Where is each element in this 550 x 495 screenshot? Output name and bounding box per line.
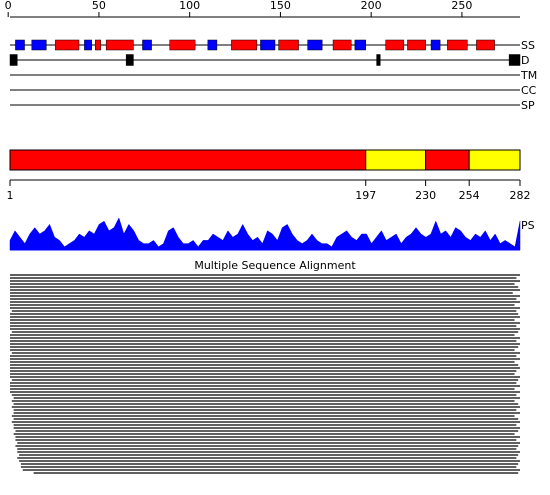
ss-element — [332, 39, 352, 51]
ruler-label: 200 — [361, 0, 382, 12]
disorder-block — [376, 54, 381, 66]
ss-element — [430, 39, 441, 51]
ruler-label: 150 — [270, 0, 291, 12]
ruler-label: 250 — [451, 0, 472, 12]
ss-element — [407, 39, 426, 51]
track-label: TM — [520, 69, 537, 82]
domain-label: 1 — [7, 189, 14, 202]
ss-element — [207, 39, 218, 51]
domain-segment — [9, 149, 367, 171]
ss-element — [169, 39, 196, 51]
disorder-block — [125, 54, 134, 66]
ruler-label: 100 — [179, 0, 200, 12]
track-label: SS — [521, 39, 535, 52]
domain-label: 254 — [459, 189, 480, 202]
ps-label: PS — [521, 219, 535, 232]
ss-element — [307, 39, 323, 51]
ss-element — [260, 39, 276, 51]
track-label: D — [521, 54, 529, 67]
ss-element — [105, 39, 134, 51]
domain-segment — [365, 149, 427, 171]
ps-area — [9, 217, 521, 251]
ss-element — [385, 39, 405, 51]
alignment-title: Multiple Sequence Alignment — [194, 259, 356, 272]
ruler-label: 0 — [5, 0, 12, 12]
disorder-block — [9, 54, 18, 66]
ss-element — [84, 39, 92, 51]
ss-element — [278, 39, 299, 51]
domain-segment — [468, 149, 521, 171]
ss-element — [55, 39, 80, 51]
ss-element — [354, 39, 366, 51]
domain-segment — [425, 149, 470, 171]
ss-element — [142, 39, 152, 51]
domain-label: 230 — [415, 189, 436, 202]
ss-element — [15, 39, 25, 51]
ss-element — [476, 39, 495, 51]
domain-label: 197 — [355, 189, 376, 202]
track-label: SP — [521, 99, 535, 112]
disorder-block — [508, 54, 521, 66]
ss-element — [447, 39, 468, 51]
track-label: CC — [521, 84, 537, 97]
ruler-label: 50 — [92, 0, 106, 12]
ss-element — [95, 39, 101, 51]
ss-element — [231, 39, 258, 51]
domain-label: 282 — [510, 189, 531, 202]
ss-element — [31, 39, 47, 51]
